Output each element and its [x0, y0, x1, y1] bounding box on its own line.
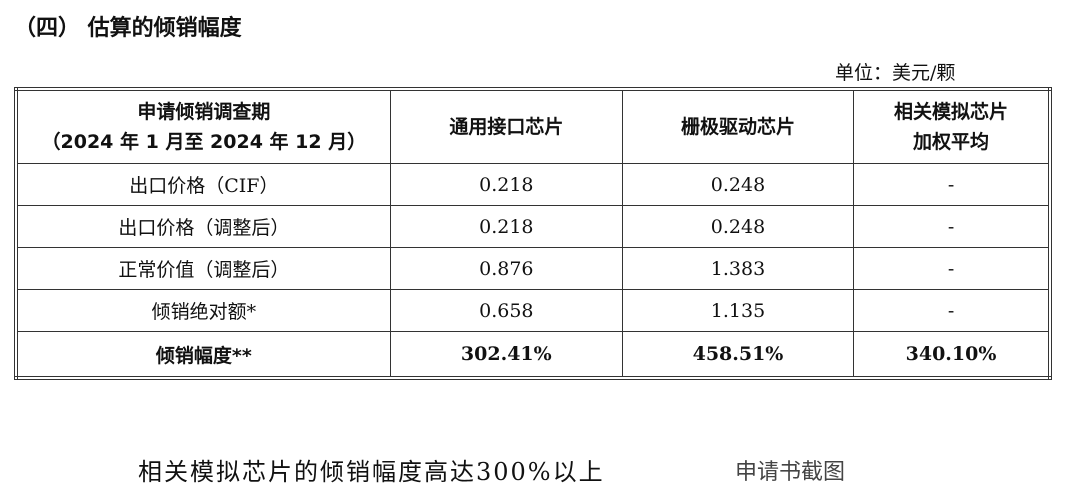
table-cell: 出口价格（CIF）: [15, 163, 391, 206]
table-row: 倾销绝对额* 0.658 1.135-: [15, 289, 1051, 332]
table-cell: 倾销绝对额*: [15, 289, 391, 332]
table-row: 出口价格（CIF） 0.218 0.248-: [15, 163, 1051, 206]
table-row: 正常价值（调整后） 0.876 1.383-: [15, 247, 1051, 290]
table-cell: 458.51%: [621, 331, 855, 379]
table-cell: 0.658: [389, 289, 623, 332]
table: 申请倾销调查期 （2024 年 1 月至 2024 年 12 月） 通用接口芯片 栅极…: [14, 87, 1052, 380]
header-line: 申请倾销调查期: [137, 101, 271, 123]
header-line: 加权平均: [913, 131, 990, 153]
table-cell: -: [853, 163, 1051, 206]
table-cell: 0.218: [389, 163, 623, 206]
table-cell: 0.248: [621, 163, 855, 206]
table-row: 倾销幅度** 302.41% 458.51% 340.10%: [15, 331, 1051, 379]
header-line: 栅极驱动芯片: [680, 116, 795, 138]
header-line: 相关模拟芯片: [894, 101, 1009, 123]
table-cell: 0.876: [389, 247, 623, 290]
table-cell: 0.218: [389, 205, 623, 248]
header-cell: 栅极驱动芯片: [621, 88, 855, 164]
header-row: 申请倾销调查期 （2024 年 1 月至 2024 年 12 月） 通用接口芯片 栅极…: [15, 88, 1051, 164]
header-cell: 通用接口芯片: [389, 88, 623, 164]
caption: 相关模拟芯片的倾销幅度高达300%以上: [138, 458, 605, 486]
table-cell: 302.41%: [389, 331, 623, 379]
table-cell: 出口价格（调整后）: [15, 205, 391, 248]
table-body: 出口价格（CIF） 0.218 0.248- 出口价格（调整后） 0.218 0.248-…: [15, 163, 1051, 379]
heading: （四） 估算的倾销幅度: [14, 16, 242, 41]
table-cell: 340.10%: [853, 331, 1051, 379]
table-cell: 正常价值（调整后）: [15, 247, 391, 290]
header-cell: 申请倾销调查期 （2024 年 1 月至 2024 年 12 月）: [15, 88, 391, 164]
table-cell: -: [853, 205, 1051, 248]
source-note: 申请书截图: [735, 460, 846, 485]
table-cell: 倾销幅度**: [15, 331, 391, 379]
table-cell: -: [853, 247, 1051, 290]
table-cell: 1.135: [621, 289, 855, 332]
table-cell: 0.248: [621, 205, 855, 248]
table-cell: 1.383: [621, 247, 855, 290]
table-cell: -: [853, 289, 1051, 332]
table-row: 出口价格（调整后） 0.218 0.248-: [15, 205, 1051, 248]
header-line: 通用接口芯片: [449, 116, 564, 138]
header-line: （2024 年 1 月至 2024 年 12 月）: [41, 131, 367, 153]
header-cell: 相关模拟芯片 加权平均: [853, 88, 1051, 164]
unit-note: 单位：美元/颗: [835, 62, 956, 84]
